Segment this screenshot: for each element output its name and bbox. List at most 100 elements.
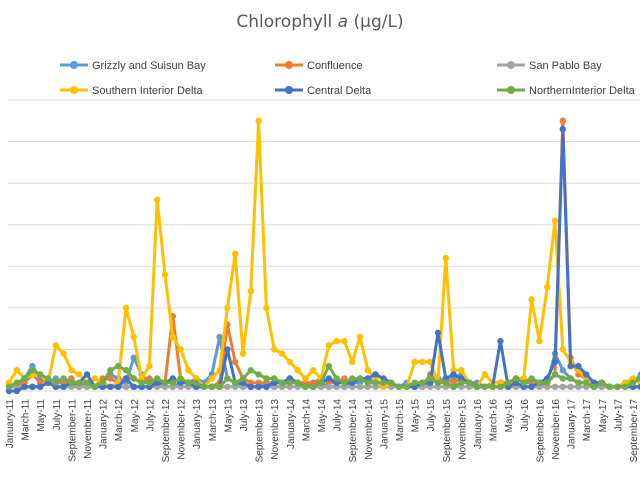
data-point [567,362,574,370]
data-point [146,379,153,386]
data-point [130,375,137,382]
chart-title-units: (μg/L) [354,12,404,32]
legend-label: Central Delta [307,85,372,97]
data-point [528,383,535,390]
legend: Grizzly and Suisun Bay Confluence San Pabl… [60,60,636,97]
data-point [544,379,551,386]
data-point [434,329,442,336]
data-point [169,379,176,386]
x-tick-label: May-12 [130,399,141,433]
x-tick-label: May-16 [504,399,515,433]
data-point [481,383,488,390]
data-point [372,379,379,386]
data-point [216,383,223,390]
data-point [130,333,137,341]
data-point [489,383,496,390]
data-point [395,383,403,390]
legend-label: Confluence [307,60,363,72]
data-point [177,346,184,353]
data-point [559,383,566,390]
legend-label: San Pablo Bay [529,60,602,72]
data-point [286,358,293,366]
legend-item: Southern Interior Delta [60,85,204,97]
data-point [208,375,215,382]
data-point [356,375,364,382]
x-tick-label: September-13 [255,399,266,463]
data-point [76,371,83,378]
x-tick-label: September-12 [161,399,172,463]
data-point [255,383,262,390]
series-line [9,127,640,393]
data-point [536,337,543,345]
data-point [122,304,130,312]
legend-item: Grizzly and Suisun Bay [60,60,206,72]
x-tick-label: July-17 [613,399,624,432]
data-point [255,371,262,378]
data-point [310,383,317,390]
data-point [349,375,356,382]
data-point [442,379,449,386]
series-line [8,119,640,389]
data-point [278,379,286,386]
data-point [232,250,239,257]
data-point [224,375,231,382]
data-point [263,304,270,312]
data-point [91,375,99,382]
x-tick-label: September-14 [348,399,359,463]
x-tick-label: September-15 [442,399,453,463]
data-point [622,383,629,390]
data-point [60,350,67,357]
data-point [115,362,122,370]
data-point [614,383,621,390]
data-point [232,379,239,386]
legend-label: Southern Interior Delta [92,85,204,97]
x-tick-label: May-13 [223,399,234,433]
data-point [161,379,169,386]
data-point [559,375,566,382]
data-point [232,358,239,366]
data-point [325,375,332,382]
data-point [107,383,114,390]
x-tick-label: July-14 [333,399,344,432]
data-point [598,379,605,386]
series-lines [5,117,640,395]
legend-item: Central Delta [275,85,372,97]
data-point [497,383,504,390]
data-point [559,367,566,374]
data-point [44,375,52,382]
data-point [29,367,36,374]
data-point [216,333,223,341]
data-point [200,383,208,390]
legend-swatch-marker [507,61,515,69]
data-point [107,375,114,382]
legend-swatch-marker [285,86,293,94]
data-point [310,367,317,374]
data-point [380,379,387,386]
data-point [364,379,371,386]
x-tick-label: March-12 [114,399,125,442]
data-point [146,362,153,370]
x-tick-label: January-14 [286,399,297,449]
legend-item: San Pablo Bay [497,60,602,72]
data-point [450,383,457,390]
data-point [122,383,130,390]
data-point [333,375,340,382]
data-point [458,367,465,374]
data-point [567,383,574,390]
chart-title-italic: a [338,12,348,32]
data-point [567,375,574,382]
data-point [427,375,434,382]
data-point [481,371,488,378]
x-tick-label: November-15 [457,399,468,460]
data-point [325,362,332,370]
data-point [590,383,598,390]
data-point [551,358,559,366]
x-tick-label: May-17 [598,399,609,433]
data-point [130,383,137,390]
x-tick-label: September-16 [535,399,546,463]
data-point [107,367,114,374]
data-point [13,367,20,374]
data-point [13,387,20,395]
data-point [364,367,371,374]
data-point [403,383,410,390]
